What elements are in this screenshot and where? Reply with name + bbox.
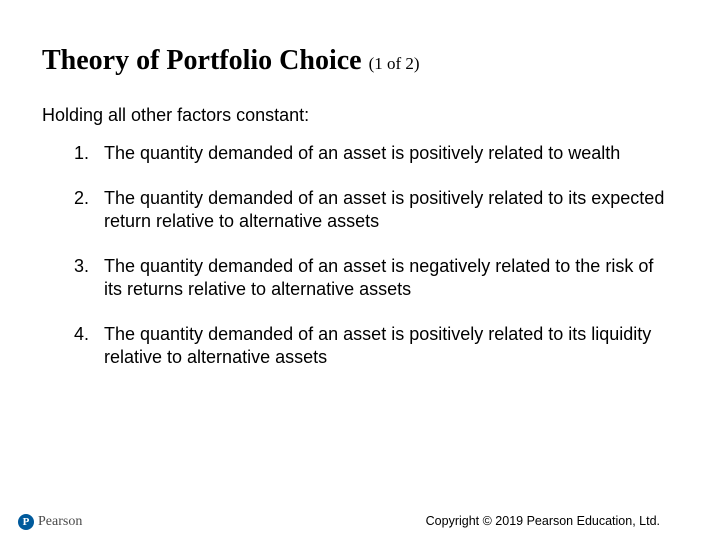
list-text: The quantity demanded of an asset is pos… — [104, 324, 651, 367]
title-sub: (1 of 2) — [369, 54, 420, 73]
points-list: 1. The quantity demanded of an asset is … — [42, 142, 678, 369]
pearson-logo-icon: P — [18, 514, 34, 530]
list-number: 1. — [74, 142, 89, 165]
footer: P Pearson Copyright © 2019 Pearson Educa… — [0, 506, 720, 530]
list-number: 2. — [74, 187, 89, 210]
list-item: 1. The quantity demanded of an asset is … — [42, 142, 678, 165]
list-item: 2. The quantity demanded of an asset is … — [42, 187, 678, 233]
list-number: 4. — [74, 323, 89, 346]
intro-text: Holding all other factors constant: — [42, 105, 678, 126]
copyright-text: Copyright © 2019 Pearson Education, Ltd. — [426, 514, 660, 528]
slide: Theory of Portfolio Choice (1 of 2) Hold… — [0, 0, 720, 540]
list-item: 4. The quantity demanded of an asset is … — [42, 323, 678, 369]
slide-title: Theory of Portfolio Choice (1 of 2) — [42, 45, 678, 77]
pearson-logo-letter: P — [23, 517, 30, 528]
title-main: Theory of Portfolio Choice — [42, 45, 362, 76]
brand: P Pearson — [18, 514, 82, 530]
list-number: 3. — [74, 255, 89, 278]
list-item: 3. The quantity demanded of an asset is … — [42, 255, 678, 301]
list-text: The quantity demanded of an asset is pos… — [104, 188, 664, 231]
brand-name: Pearson — [38, 514, 82, 530]
list-text: The quantity demanded of an asset is pos… — [104, 143, 620, 163]
list-text: The quantity demanded of an asset is neg… — [104, 256, 653, 299]
